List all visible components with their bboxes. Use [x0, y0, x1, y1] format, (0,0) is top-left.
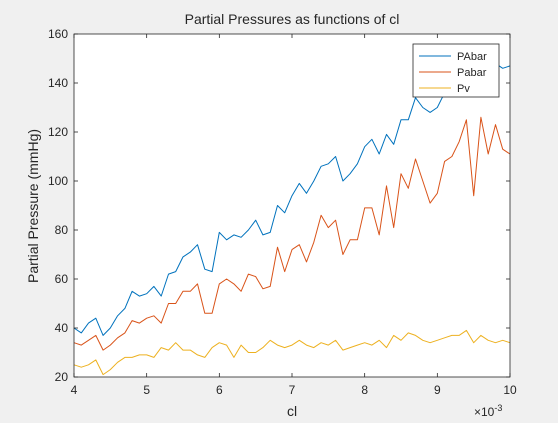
y-tick-label: 40: [55, 321, 69, 335]
series-line-pv: [73, 329, 511, 376]
x-tick-label: 4: [71, 383, 78, 397]
series-layer: [73, 62, 511, 376]
x-axis-exponent-power: -3: [494, 403, 502, 413]
legend-label-pabar: Pabar: [457, 67, 487, 79]
series-line-pabar: [73, 62, 511, 336]
legend-label-pabar: PAbar: [457, 51, 487, 63]
x-axis-label: cl: [287, 403, 297, 419]
x-tick-label: 9: [434, 383, 441, 397]
x-axis-exponent-base: ×10: [474, 405, 495, 419]
y-tick-label: 80: [55, 223, 69, 237]
x-tick-label: 10: [503, 383, 517, 397]
y-tick-label: 20: [55, 370, 69, 384]
x-tick-label: 8: [361, 383, 368, 397]
x-axis-ticks: 4 5 6 7 8 9 10: [71, 34, 517, 397]
y-axis-ticks: 20 40 60 80 100 120 140 160: [48, 27, 510, 384]
y-axis-label: Partial Pressure (mmHg): [25, 129, 41, 283]
x-tick-label: 6: [216, 383, 223, 397]
y-tick-label: 160: [48, 27, 68, 41]
legend-label-pv: Pv: [457, 83, 470, 95]
series-line-pabar: [73, 116, 511, 351]
y-tick-label: 100: [48, 174, 68, 188]
y-tick-label: 60: [55, 272, 69, 286]
y-tick-label: 120: [48, 125, 68, 139]
legend: PAbar Pabar Pv: [412, 43, 500, 98]
x-tick-label: 5: [143, 383, 150, 397]
y-tick-label: 140: [48, 76, 68, 90]
x-axis-exponent: ×10-3: [474, 403, 502, 419]
chart-title: Partial Pressures as functions of cl: [185, 11, 400, 27]
x-tick-label: 7: [289, 383, 296, 397]
